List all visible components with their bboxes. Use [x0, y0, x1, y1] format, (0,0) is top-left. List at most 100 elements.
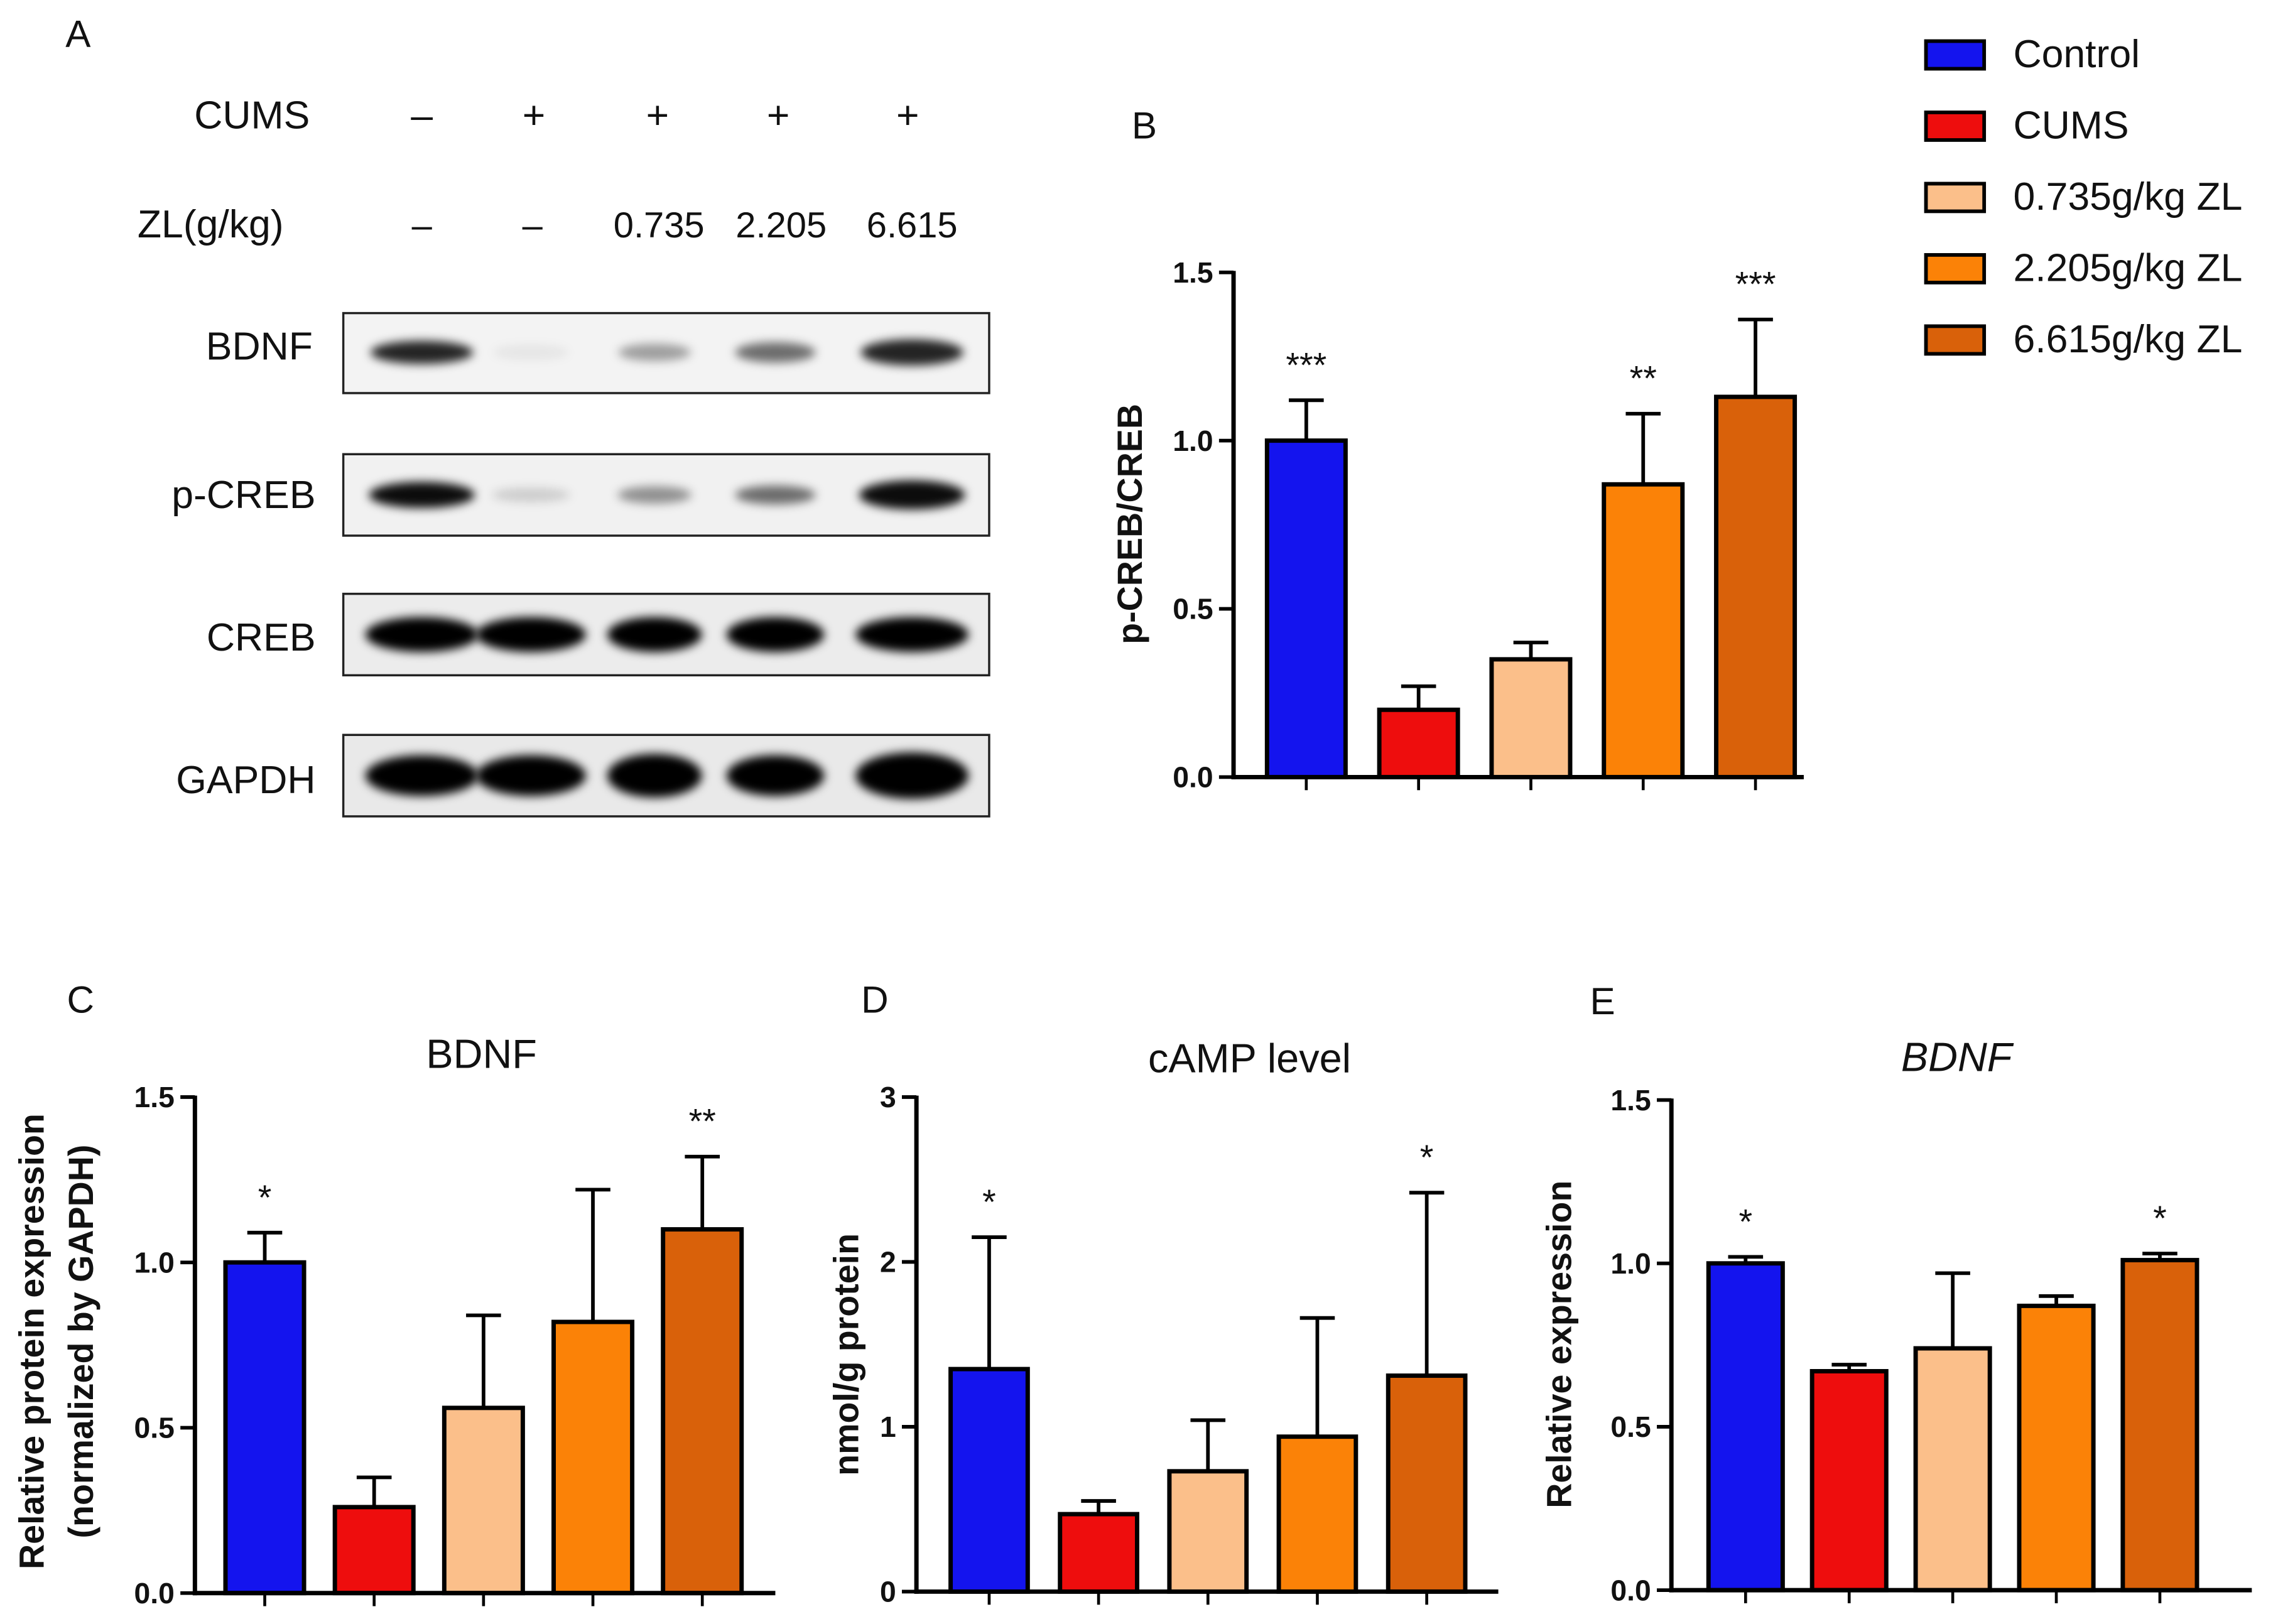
cums-sign: +: [646, 93, 670, 137]
bar: [1489, 657, 1573, 779]
bar: [661, 1227, 744, 1596]
significance-label: *: [982, 1183, 996, 1221]
blot-band: [493, 345, 569, 360]
blot-band: [855, 617, 969, 652]
zl-dose: –: [523, 205, 543, 246]
bar: [948, 1367, 1030, 1594]
y-tick-label: 1.5: [1610, 1084, 1651, 1117]
bar: [551, 1319, 635, 1596]
panel-label: C: [67, 978, 94, 1021]
legend-swatch: [1924, 181, 1987, 214]
blot-band: [726, 617, 825, 652]
band-label-gapdh: GAPDH: [176, 758, 315, 802]
blot-band: [369, 482, 475, 508]
chart-title: BDNF: [1901, 1034, 2014, 1080]
bar: [332, 1505, 416, 1596]
bar: [1602, 482, 1685, 779]
y-tick-label: 1.5: [1173, 256, 1213, 289]
y-axis-label: Relative protein expression: [12, 1113, 51, 1569]
bar: [442, 1405, 525, 1596]
legend-label: 2.205g/kg ZL: [2013, 246, 2242, 290]
y-tick-label: 1.0: [134, 1246, 175, 1279]
bar: [1706, 1261, 1785, 1593]
blot-band: [726, 755, 825, 796]
y-tick-label: 1.5: [134, 1081, 175, 1113]
blot-band: [492, 487, 570, 502]
blot-band: [855, 752, 969, 799]
blot-band: [365, 755, 479, 796]
chart-title: BDNF: [426, 1031, 537, 1077]
band-label-p-creb: p-CREB: [171, 473, 315, 517]
bar: [1714, 394, 1798, 779]
significance-label: *: [1420, 1138, 1434, 1177]
y-axis-label: p-CREB/CREB: [1110, 404, 1149, 644]
bar: [1264, 438, 1348, 779]
panel-a: A CUMS ZL(g/kg) – + + + + – – 0.735 2.20…: [65, 13, 990, 818]
bar: [1809, 1369, 1889, 1593]
zl-dose: 6.615: [867, 205, 958, 246]
y-tick-label: 1.0: [1610, 1247, 1651, 1280]
blot-band: [607, 754, 702, 798]
bar: [1058, 1512, 1139, 1594]
bar: [223, 1260, 306, 1596]
legend-label: 0.735g/kg ZL: [2013, 175, 2242, 219]
bar: [2017, 1303, 2096, 1593]
panel-label: E: [1590, 980, 1615, 1022]
blot-band: [370, 340, 474, 364]
bar: [1276, 1434, 1359, 1594]
cums-sign: +: [523, 93, 546, 137]
chart-c: C BDNF Relative protein expression (normali…: [12, 978, 776, 1610]
blot-band: [617, 486, 692, 504]
zl-row-label: ZL(g/kg): [138, 202, 284, 246]
cums-sign: +: [896, 93, 919, 137]
y-axis-label: nmol/g protein: [827, 1233, 865, 1476]
legend-label: 6.615g/kg ZL: [2013, 317, 2242, 361]
blot-band: [859, 480, 965, 510]
cums-row-label: CUMS: [194, 93, 310, 137]
blot-band: [475, 617, 586, 652]
panel-label: D: [861, 978, 888, 1021]
bar: [2120, 1258, 2199, 1593]
legend-swatch: [1924, 111, 1987, 142]
y-tick-label: 1: [880, 1410, 896, 1443]
blot-band: [607, 617, 702, 652]
legend-label: CUMS: [2013, 104, 2129, 148]
zl-dose: –: [412, 205, 433, 246]
y-axis-label: Relative expression: [1539, 1181, 1578, 1508]
y-tick-label: 0.5: [1173, 593, 1213, 625]
y-tick-label: 0.5: [1610, 1410, 1651, 1443]
blot-band: [735, 485, 816, 505]
y-axis-label-2: (normalized by GAPDH): [62, 1145, 100, 1539]
y-tick-label: 0.5: [134, 1412, 175, 1444]
legend-swatch: [1924, 324, 1987, 356]
significance-label: ***: [1286, 345, 1326, 384]
bar: [1386, 1373, 1468, 1594]
chart-title: cAMP level: [1148, 1036, 1351, 1081]
significance-label: **: [689, 1102, 716, 1141]
legend-swatch: [1924, 39, 1987, 71]
y-tick-label: 0.0: [1610, 1574, 1651, 1606]
panel-label-a: A: [65, 13, 91, 55]
y-tick-label: 1.0: [1173, 425, 1213, 457]
legend: Control CUMS 0.735g/kg ZL 2.205g/kg ZL 6…: [1924, 32, 2242, 361]
blot-band: [860, 339, 964, 365]
panel-label: B: [1132, 104, 1157, 147]
blot-band: [735, 342, 816, 363]
chart-e: E BDNF Relative expression * * 0.0 0.5 1.0 1.5: [1539, 980, 2252, 1606]
blot-bands: [365, 339, 969, 799]
blot-band: [475, 755, 586, 796]
significance-label: *: [258, 1178, 272, 1217]
significance-label: *: [1738, 1202, 1752, 1241]
zl-dose: 2.205: [735, 205, 827, 246]
blot-band: [618, 344, 692, 362]
bar: [1167, 1469, 1249, 1594]
significance-label: *: [2153, 1199, 2167, 1238]
y-tick-label: 0: [880, 1576, 896, 1608]
significance-label: **: [1630, 359, 1657, 398]
y-tick-label: 3: [880, 1081, 896, 1113]
cums-sign: –: [411, 93, 433, 137]
band-label-creb: CREB: [207, 615, 316, 659]
cums-sign: +: [767, 93, 790, 137]
